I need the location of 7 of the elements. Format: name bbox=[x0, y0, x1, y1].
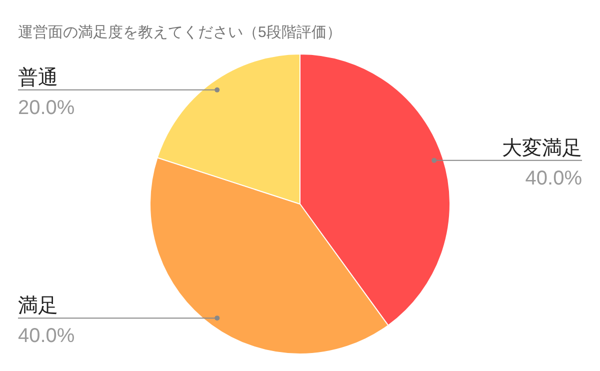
data-label: 20.0% bbox=[18, 96, 75, 119]
slice-label: 大変満足 bbox=[502, 136, 582, 160]
slice-label: 普通 bbox=[18, 66, 58, 89]
data-label: 40.0% bbox=[525, 167, 582, 190]
slice-label: 満足 bbox=[18, 295, 58, 318]
data-label: 40.0% bbox=[18, 325, 75, 348]
chart-title: 運営面の満足度を教えてください（5段階評価） bbox=[18, 24, 342, 41]
